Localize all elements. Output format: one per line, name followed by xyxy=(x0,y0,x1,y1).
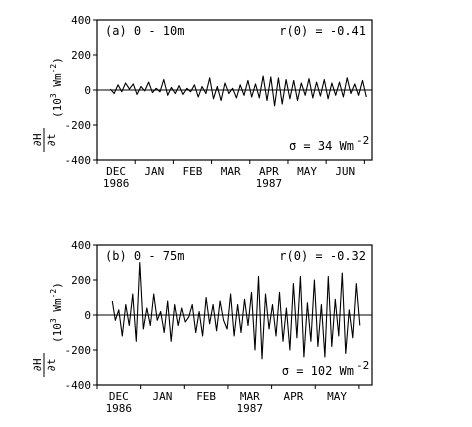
y-tick-label: -200 xyxy=(65,119,92,132)
y-tick-label: 400 xyxy=(71,14,91,27)
x-year-label: 1987 xyxy=(256,177,283,190)
x-year-label: 1986 xyxy=(103,177,130,190)
x-year-label: 1986 xyxy=(106,402,133,415)
x-month-label: MAR xyxy=(221,165,241,178)
x-month-label: FEB xyxy=(196,390,216,403)
ylabel-units: (103 Wm-2) xyxy=(49,57,64,118)
y-axis-label: ∂H ∂t (103 Wm-2) xyxy=(31,57,64,152)
panel-title: (b) 0 - 75m xyxy=(105,249,184,263)
x-month-label: MAY xyxy=(297,165,317,178)
ylabel-units: (103 Wm-2) xyxy=(49,282,64,343)
x-month-label: DEC xyxy=(106,165,126,178)
y-tick-label: 200 xyxy=(71,49,91,62)
sigma-label: σ = 102 Wm xyxy=(282,364,354,378)
ylabel-denominator: ∂t xyxy=(45,358,58,371)
correlation-label: r(0) = -0.32 xyxy=(279,249,366,263)
x-month-label: MAY xyxy=(327,390,347,403)
y-tick-label: -400 xyxy=(65,154,92,167)
y-tick-label: -200 xyxy=(65,344,92,357)
ylabel-numerator: ∂H xyxy=(31,358,44,371)
x-month-label: APR xyxy=(283,390,303,403)
x-month-label: JAN xyxy=(144,165,164,178)
sigma-exponent: -2 xyxy=(356,134,369,147)
ylabel-denominator: ∂t xyxy=(45,133,58,146)
series-line xyxy=(111,261,361,360)
panel-title: (a) 0 - 10m xyxy=(105,24,184,38)
sigma-label: σ = 34 Wm xyxy=(289,139,354,153)
y-axis-label: ∂H ∂t (103 Wm-2) xyxy=(31,282,64,377)
x-month-label: MAR xyxy=(240,390,260,403)
x-year-label: 1987 xyxy=(237,402,264,415)
y-tick-label: 400 xyxy=(71,239,91,252)
y-tick-label: 200 xyxy=(71,274,91,287)
x-month-label: JUN xyxy=(335,165,355,178)
y-tick-label: 0 xyxy=(84,309,91,322)
x-month-label: APR xyxy=(259,165,279,178)
x-month-label: FEB xyxy=(183,165,203,178)
y-tick-label: -400 xyxy=(65,379,92,392)
ylabel-numerator: ∂H xyxy=(31,133,44,146)
y-tick-label: 0 xyxy=(84,84,91,97)
x-month-label: DEC xyxy=(109,390,129,403)
sigma-exponent: -2 xyxy=(356,359,369,372)
series-line xyxy=(109,75,367,107)
x-month-label: JAN xyxy=(153,390,173,403)
correlation-label: r(0) = -0.41 xyxy=(279,24,366,38)
